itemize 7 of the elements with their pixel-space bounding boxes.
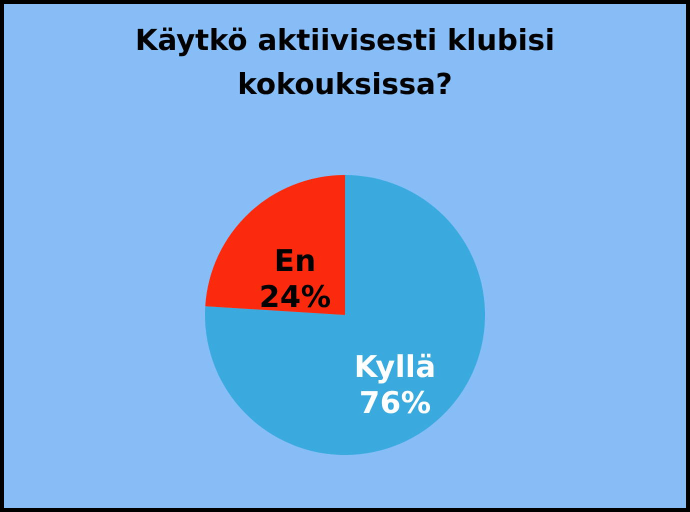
slice-label: Kyllä <box>354 350 436 386</box>
slice-label: En <box>274 244 316 279</box>
pie-slice <box>205 175 345 315</box>
chart-title: Käytkö aktiivisesti klubisi kokouksissa? <box>135 23 555 101</box>
data-label: 24% <box>259 280 331 315</box>
data-label: 76% <box>359 386 431 422</box>
pie-slice <box>205 175 485 455</box>
